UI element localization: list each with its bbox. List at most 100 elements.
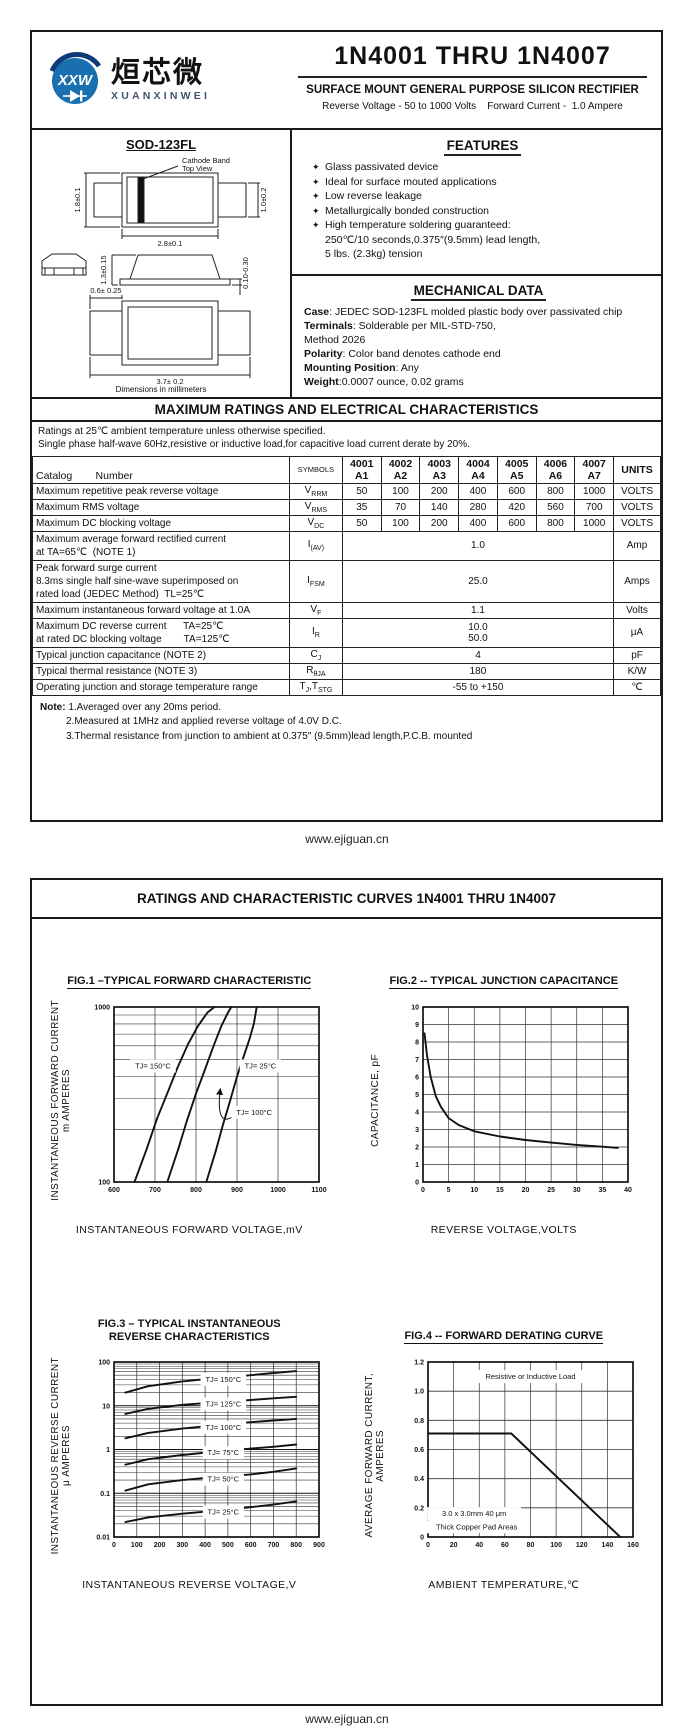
- svg-text:10: 10: [102, 1403, 110, 1410]
- symbol-cell: IFSM: [288, 559, 343, 603]
- svg-text:1.8±0.1: 1.8±0.1: [73, 188, 82, 213]
- svg-text:TJ= 125°C: TJ= 125°C: [205, 1399, 241, 1408]
- curves-page-heading: RATINGS AND CHARACTERISTIC CURVES 1N4001…: [32, 880, 661, 919]
- svg-text:Resistive or Inductive Load: Resistive or Inductive Load: [486, 1372, 576, 1381]
- svg-text:0.6± 0.25: 0.6± 0.25: [90, 286, 121, 295]
- svg-text:0: 0: [421, 1187, 425, 1194]
- charts-grid: FIG.1 –TYPICAL FORWARD CHARACTERISTIC IN…: [32, 919, 661, 1591]
- device-column-header: 4001 A1: [341, 455, 382, 484]
- svg-text:200: 200: [153, 1542, 165, 1549]
- subtitle: SURFACE MOUNT GENERAL PURPOSE SILICON RE…: [306, 84, 639, 96]
- fig3-title: FIG.3 – TYPICAL INSTANTANEOUS REVERSE CHA…: [97, 1318, 281, 1343]
- dimensions-caption: Dimensions in millimeters: [115, 385, 207, 394]
- svg-text:500: 500: [222, 1542, 234, 1549]
- feature-item: ✦ Ideal for surface mouted applications: [312, 175, 497, 188]
- ratings-heading: MAXIMUM RATINGS AND ELECTRICAL CHARACTER…: [32, 399, 661, 422]
- page-title: 1N4001 THRU 1N4007: [298, 42, 647, 78]
- fig4-y-axis-label: AVERAGE FORWARD CURRENT, AMPERES: [364, 1373, 387, 1538]
- fig2-title: FIG.2 -- TYPICAL JUNCTION CAPACITANCE: [389, 975, 619, 989]
- feature-item: ✦ High temperature soldering guaranteed:: [312, 219, 511, 231]
- svg-text:8: 8: [415, 1040, 419, 1047]
- fig3-y-axis-label: INSTANTANEOUS REVERSE CURRENT μ AMPERES: [49, 1356, 72, 1555]
- mechanical-line: Method 2026: [304, 333, 366, 346]
- svg-text:900: 900: [313, 1542, 325, 1549]
- symbol-cell: VF: [288, 601, 343, 619]
- mechanical-data-section: MECHANICAL DATA Case: JEDEC SOD-123FL mo…: [292, 276, 661, 397]
- svg-text:100: 100: [98, 1360, 110, 1367]
- fig2-x-axis-label: REVERSE VOLTAGE,VOLTS: [430, 1224, 577, 1236]
- table-row: Maximum average forward rectified curren…: [32, 530, 661, 561]
- logo-mark-icon: XXW: [49, 52, 102, 104]
- fig3-plot: 0 100 200 300 400 500 600 700 800 900 0.01 0.1 1 10 10…: [96, 1360, 325, 1550]
- svg-text:1000: 1000: [270, 1187, 286, 1194]
- symbol-cell: CJ: [288, 646, 343, 664]
- svg-text:1.3±0.15: 1.3±0.15: [99, 255, 108, 284]
- svg-text:Thick Copper Pad Areas: Thick Copper Pad Areas: [436, 1522, 518, 1531]
- feature-item: 5 lbs. (2.3kg) tension: [325, 248, 423, 260]
- symbol-cell: TJ,TSTG: [288, 678, 343, 696]
- fig4-title: FIG.4 -- FORWARD DERATING CURVE: [404, 1330, 604, 1344]
- datasheet-page-2: RATINGS AND CHARACTERISTIC CURVES 1N4001…: [30, 878, 663, 1706]
- svg-text:25: 25: [547, 1187, 555, 1194]
- mechanical-line: Weight:0.0007 ounce, 0.02 grams: [304, 375, 464, 388]
- svg-text:TJ= 150°C: TJ= 150°C: [205, 1375, 241, 1384]
- svg-text:XXW: XXW: [57, 72, 94, 89]
- svg-text:7: 7: [415, 1057, 419, 1064]
- svg-text:80: 80: [527, 1542, 535, 1549]
- svg-text:0.1: 0.1: [100, 1491, 110, 1498]
- svg-text:0: 0: [426, 1542, 430, 1549]
- svg-text:30: 30: [573, 1187, 581, 1194]
- mechanical-line: Mounting Position: Any: [304, 361, 419, 374]
- svg-text:TJ= 25°C: TJ= 25°C: [207, 1508, 239, 1517]
- bullet-icon: ✦: [312, 191, 320, 201]
- svg-text:900: 900: [231, 1187, 243, 1194]
- svg-text:160: 160: [627, 1542, 639, 1549]
- svg-text:3.7± 0.2: 3.7± 0.2: [156, 377, 183, 385]
- mechanical-heading: MECHANICAL DATA: [304, 282, 653, 301]
- device-column-header: 4002 A2: [380, 455, 421, 484]
- svg-text:1100: 1100: [311, 1187, 326, 1194]
- mechanical-line: Case: JEDEC SOD-123FL molded plastic bod…: [304, 305, 623, 318]
- device-column-header: 4006 A6: [535, 455, 576, 484]
- brand-chinese: 烜芯微: [111, 56, 205, 89]
- svg-text:0.4: 0.4: [415, 1476, 425, 1483]
- svg-text:TJ= 25°C: TJ= 25°C: [244, 1062, 276, 1071]
- svg-text:TJ= 100°C: TJ= 100°C: [205, 1423, 241, 1432]
- company-logo: XXW 烜芯微 XUANXINWEI: [32, 32, 294, 128]
- table-row: Typical junction capacitance (NOTE 2) CJ 4…: [32, 646, 661, 664]
- fig1-plot: 600 700 800 900 1000 1100 100 1000 TJ= 150°C TJ= …: [94, 1005, 326, 1195]
- svg-text:0.10-0.30: 0.10-0.30: [241, 257, 250, 289]
- features-list: ✦ Glass passivated device ✦ Ideal for surfa…: [312, 160, 653, 262]
- fig1-x-axis-label: INSTANTANEOUS FORWARD VOLTAGE,mV: [75, 1224, 303, 1236]
- svg-text:0: 0: [112, 1542, 116, 1549]
- fig3-reverse-characteristics: FIG.3 – TYPICAL INSTANTANEOUS REVERSE CHA…: [32, 1270, 347, 1591]
- svg-text:0.6: 0.6: [415, 1447, 425, 1454]
- svg-text:60: 60: [501, 1542, 509, 1549]
- datasheet-page-1: XXW 烜芯微 XUANXINWEI 1N4001 THRU 1N4007 SU…: [30, 30, 663, 822]
- svg-text:300: 300: [176, 1542, 188, 1549]
- fig2-y-axis-label: CAPACITANCE, pF: [369, 1054, 381, 1147]
- table-row: Maximum DC blocking voltage VDC 50 100 200 40…: [32, 514, 661, 532]
- svg-text:6: 6: [415, 1075, 419, 1082]
- svg-text:100: 100: [131, 1542, 143, 1549]
- svg-text:700: 700: [149, 1187, 161, 1194]
- device-column-header: 4005 A5: [496, 455, 537, 484]
- svg-text:100: 100: [551, 1542, 563, 1549]
- ratings-conditions: Ratings at 25℃ ambient temperature unles…: [38, 425, 470, 450]
- rating-line: Reverse Voltage - 50 to 1000 Volts Forwa…: [322, 101, 623, 112]
- features-heading: FEATURES: [312, 138, 653, 156]
- svg-text:600: 600: [108, 1187, 120, 1194]
- device-column-header: 4004 A4: [458, 455, 498, 484]
- fig4-forward-derating: FIG.4 -- FORWARD DERATING CURVE AVERAGE …: [347, 1270, 662, 1591]
- svg-text:5: 5: [446, 1187, 450, 1194]
- fig1-y-axis-label: INSTANTANEOUS FORWARD CURRENT m AMPERES: [49, 1000, 72, 1201]
- header: XXW 烜芯微 XUANXINWEI 1N4001 THRU 1N4007 SU…: [32, 32, 661, 130]
- svg-text:40: 40: [624, 1187, 632, 1194]
- fig3-x-axis-label: INSTANTANEOUS REVERSE VOLTAGE,V: [82, 1579, 297, 1591]
- svg-text:0.8: 0.8: [415, 1418, 425, 1425]
- svg-text:700: 700: [267, 1542, 279, 1549]
- svg-text:1.0: 1.0: [415, 1389, 425, 1396]
- brand-english: XUANXINWEI: [111, 89, 211, 102]
- svg-text:35: 35: [598, 1187, 606, 1194]
